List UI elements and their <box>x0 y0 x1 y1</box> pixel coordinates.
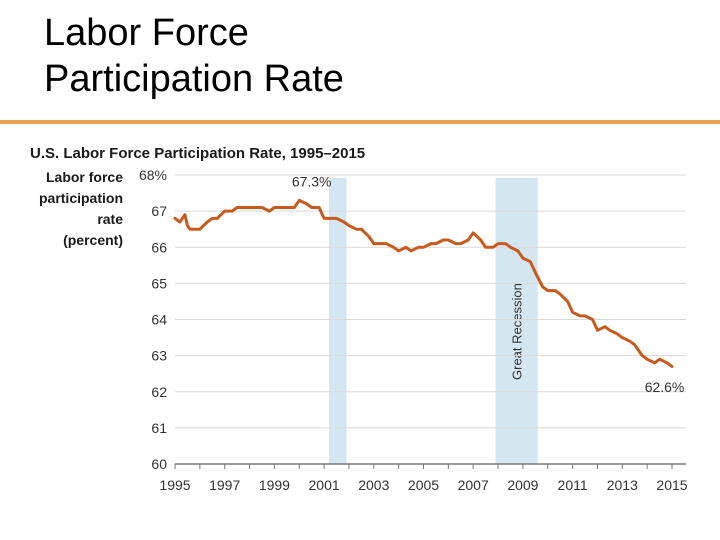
y-tick-label: 68% <box>139 167 167 183</box>
annotations: 67.3% 62.6% <box>292 173 685 395</box>
y-tick-label: 64 <box>151 312 167 328</box>
title-rule <box>0 120 720 124</box>
y-axis-label-line: participation <box>39 190 123 206</box>
slide-title: Labor Force Participation Rate <box>44 10 344 102</box>
slide-title-line2: Participation Rate <box>44 58 344 100</box>
annotation-label: 62.6% <box>645 379 685 395</box>
chart-title: U.S. Labor Force Participation Rate, 199… <box>30 145 365 162</box>
shaded-periods: Great Recession <box>329 178 538 464</box>
x-tick-label: 2009 <box>507 477 538 493</box>
y-axis-label-line: (percent) <box>63 232 123 248</box>
x-tick-label: 1997 <box>209 477 240 493</box>
x-tick-label: 2001 <box>309 477 340 493</box>
annotation-label: 67.3% <box>292 173 332 189</box>
y-tick-label: 61 <box>151 420 167 436</box>
x-tick-label: 1995 <box>159 477 190 493</box>
x-tick-label: 1999 <box>259 477 290 493</box>
y-tick-label: 66 <box>151 239 167 255</box>
series-group <box>173 198 674 368</box>
y-tick-label: 67 <box>151 203 167 219</box>
y-tick-label: 63 <box>151 348 167 364</box>
band-label: Great Recession <box>510 283 525 380</box>
x-tick-labels: 1995 1997 1999 2001 2003 2005 2007 2009 2011 2013… <box>159 477 687 493</box>
x-tick-label: 2007 <box>458 477 489 493</box>
x-tick-label: 2005 <box>408 477 439 493</box>
y-tick-labels: 68% 67 66 65 64 63 62 61 60 <box>139 167 167 472</box>
shaded-period-0 <box>329 178 347 464</box>
y-tick-label: 60 <box>151 456 167 472</box>
y-axis-label: Labor force participation rate (percent) <box>39 169 123 248</box>
y-axis-label-line: rate <box>97 211 123 227</box>
series-line-0 <box>173 198 674 368</box>
x-tick-label: 2011 <box>558 477 588 493</box>
gridlines <box>175 174 686 429</box>
slide-title-line1: Labor Force <box>44 12 249 54</box>
y-tick-label: 65 <box>151 275 167 291</box>
shaded-period-1 <box>495 178 538 464</box>
y-axis-label-line: Labor force <box>46 169 123 185</box>
y-tick-label: 62 <box>151 384 167 400</box>
x-axis <box>174 463 686 469</box>
x-tick-label: 2013 <box>607 477 638 493</box>
x-tick-label: 2015 <box>656 477 687 493</box>
x-tick-label: 2003 <box>358 477 389 493</box>
